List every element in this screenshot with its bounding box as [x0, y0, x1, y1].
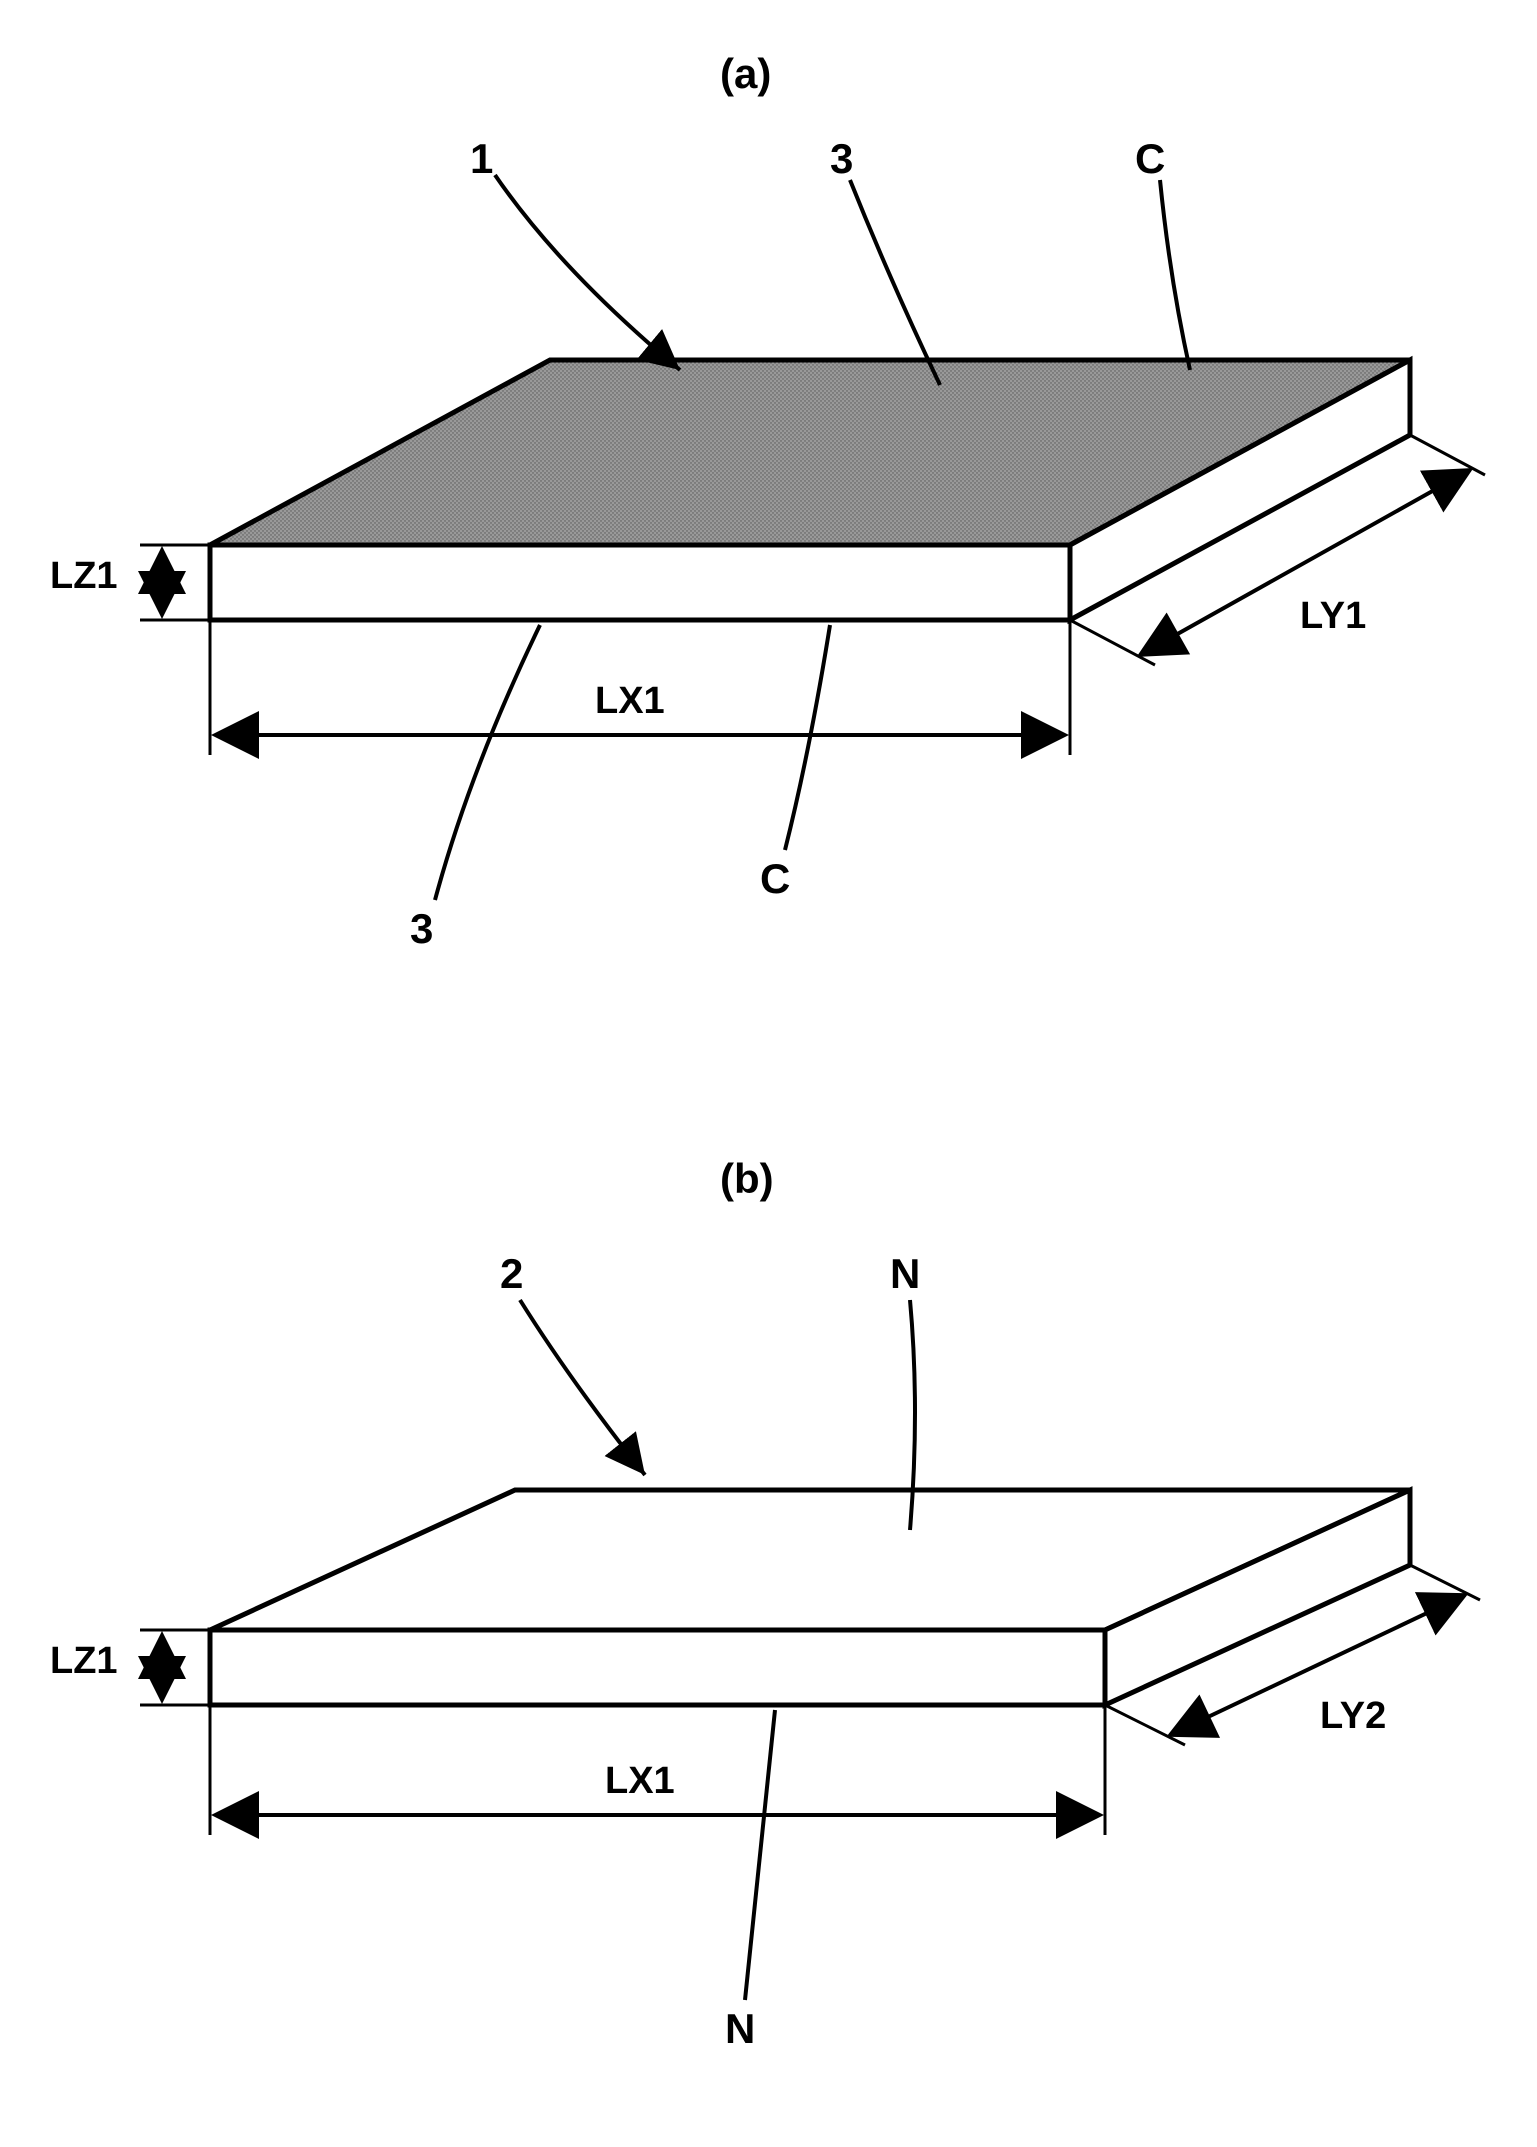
callout-N-bottom: N — [725, 2005, 755, 2053]
dim-lx1-a: LX1 — [595, 680, 665, 723]
callout-2: 2 — [500, 1250, 523, 1298]
callout-C-top-leader — [1160, 180, 1190, 370]
callout-C-bottom: C — [760, 855, 790, 903]
callout-N-bottom-leader — [745, 1710, 775, 2000]
panel-b-ext-ly2-b — [1410, 1565, 1480, 1600]
callout-N-top-leader — [910, 1300, 915, 1530]
dim-ly1-a: LY1 — [1300, 595, 1366, 638]
dim-lz1-b: LZ1 — [50, 1640, 118, 1683]
dim-lz1-a: LZ1 — [50, 555, 118, 598]
callout-3-top-leader — [850, 180, 940, 385]
panel-a-ext-ly1-a — [1070, 620, 1155, 665]
callout-3-bottom: 3 — [410, 905, 433, 953]
dim-ly2-b: LY2 — [1320, 1695, 1386, 1738]
dim-lx1-b: LX1 — [605, 1760, 675, 1803]
callout-N-top: N — [890, 1250, 920, 1298]
callout-2-leader — [520, 1300, 645, 1475]
callout-C-top: C — [1135, 135, 1165, 183]
callout-3-top: 3 — [830, 135, 853, 183]
figure-container: (a) (b) — [40, 40, 1497, 2107]
callout-1: 1 — [470, 135, 493, 183]
figure-svg — [40, 40, 1497, 2107]
panel-a-front-face — [210, 545, 1070, 620]
panel-b-front-face — [210, 1630, 1105, 1705]
panel-b-ext-ly2-a — [1105, 1705, 1185, 1745]
callout-C-bottom-leader — [785, 625, 830, 850]
callout-1-leader — [495, 175, 680, 370]
callout-3-bottom-leader — [435, 625, 540, 900]
panel-a-ext-ly1-b — [1410, 435, 1485, 475]
